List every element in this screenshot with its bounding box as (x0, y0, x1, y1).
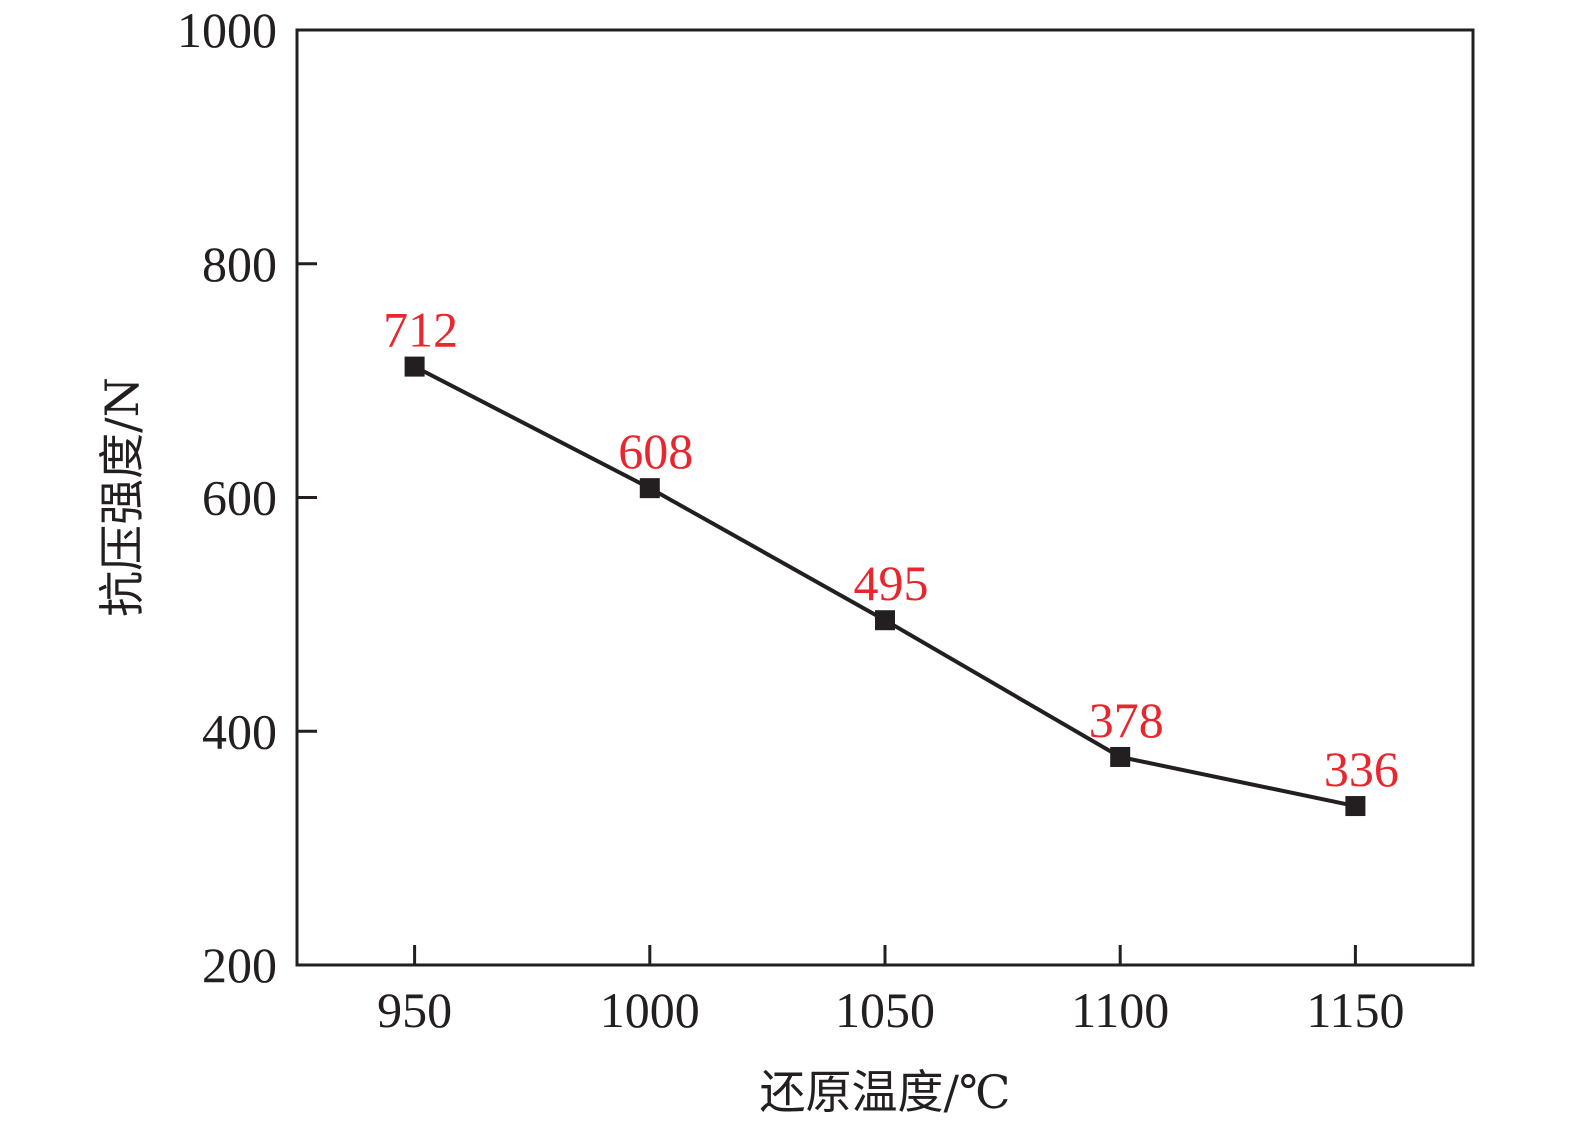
y-tick-label: 200 (202, 937, 277, 993)
data-label: 712 (383, 302, 458, 358)
x-tick-label: 1150 (1306, 982, 1404, 1038)
data-label: 378 (1089, 692, 1164, 748)
data-label: 608 (618, 423, 693, 479)
y-tick-label: 800 (202, 236, 277, 292)
y-tick-label: 1000 (177, 2, 277, 58)
x-tick-label: 950 (377, 982, 452, 1038)
data-point (404, 356, 425, 377)
data-label: 495 (854, 555, 929, 611)
y-axis-label: 抗压强度/N (95, 377, 149, 617)
x-axis-label: 还原温度/℃ (760, 1065, 1011, 1119)
data-point (875, 610, 895, 631)
data-point (639, 478, 660, 499)
data-point (1110, 746, 1131, 767)
x-tick-label: 1050 (835, 982, 935, 1038)
y-tick-label: 400 (202, 703, 277, 759)
x-tick-label: 1000 (600, 982, 700, 1038)
data-point (1345, 796, 1366, 817)
x-tick-label: 1100 (1071, 982, 1169, 1038)
data-label: 336 (1324, 741, 1399, 797)
plot-frame (295, 28, 1475, 967)
y-tick-label: 600 (202, 470, 277, 526)
